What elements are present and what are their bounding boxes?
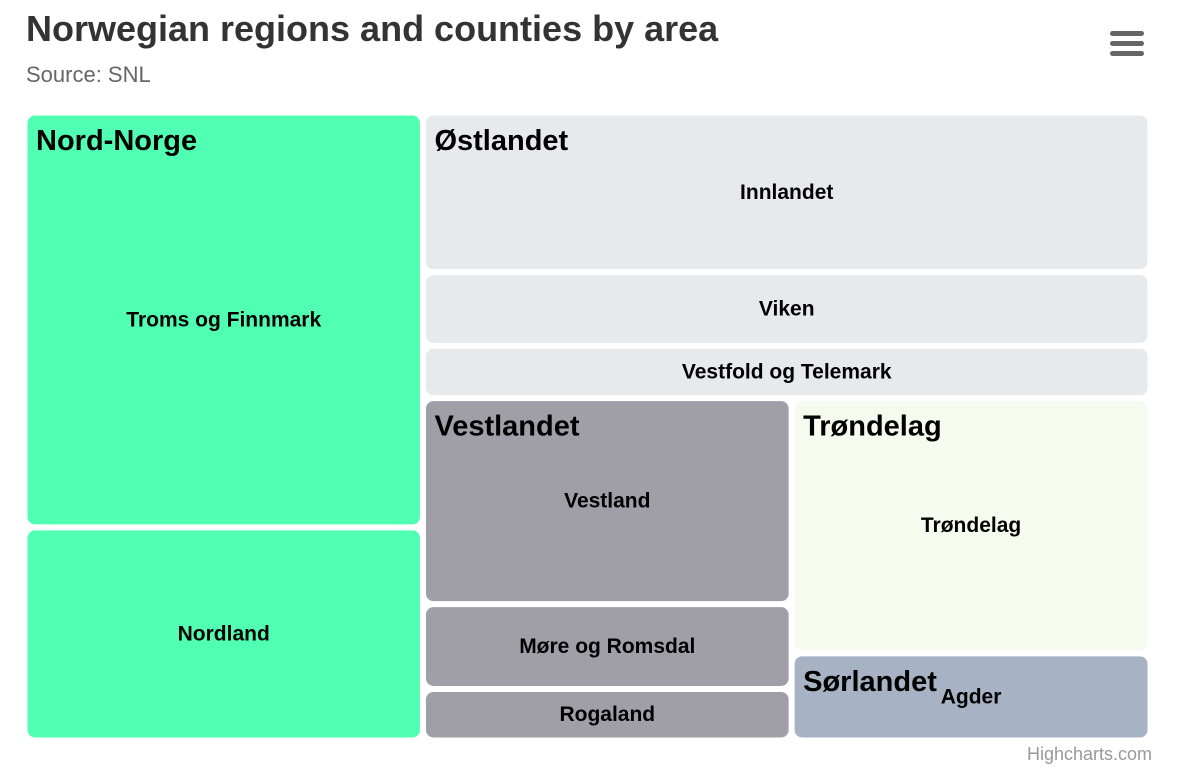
chart-title: Norwegian regions and counties by area	[26, 8, 719, 49]
region-label-ostlandet: Østlandet	[434, 125, 568, 157]
treemap-cell-rogaland[interactable]	[424, 690, 790, 739]
treemap-cell-trondelag[interactable]	[793, 400, 1149, 652]
chart-subtitle: Source: SNL	[26, 62, 151, 87]
county-label-troms-og-finnmark: Troms og Finnmark	[126, 308, 321, 331]
county-label-vestland: Vestland	[564, 490, 650, 513]
treemap-cell-viken[interactable]	[424, 274, 1149, 344]
region-label-trondelag: Trøndelag	[803, 411, 942, 443]
county-label-vestfold-og-telemark: Vestfold og Telemark	[682, 360, 892, 383]
county-label-viken: Viken	[759, 298, 815, 321]
treemap-cell-innlandet[interactable]	[424, 114, 1149, 271]
treemap-cell-nordland[interactable]	[26, 529, 421, 739]
region-label-sorlandet: Sørlandet	[803, 666, 937, 698]
treemap-cell-vestfold-og-telemark[interactable]	[424, 347, 1149, 397]
credits-link[interactable]: Highcharts.com	[1026, 744, 1152, 764]
treemap-cell-agder[interactable]	[793, 655, 1149, 739]
county-label-more-og-romsdal: Møre og Romsdal	[519, 635, 695, 658]
county-label-rogaland: Rogaland	[559, 703, 655, 726]
county-label-innlandet: Innlandet	[740, 181, 833, 204]
county-label-trondelag: Trøndelag	[921, 514, 1021, 537]
treemap-cell-more-og-romsdal[interactable]	[424, 606, 790, 687]
treemap-cell-vestland[interactable]	[424, 400, 790, 603]
hamburger-menu-icon[interactable]	[1104, 24, 1150, 62]
county-label-agder: Agder	[941, 685, 1002, 708]
region-label-nord-norge: Nord-Norge	[36, 125, 197, 157]
county-label-nordland: Nordland	[178, 622, 270, 645]
treemap-cell-troms-og-finnmark[interactable]	[26, 114, 421, 526]
region-label-vestlandet: Vestlandet	[434, 411, 579, 443]
